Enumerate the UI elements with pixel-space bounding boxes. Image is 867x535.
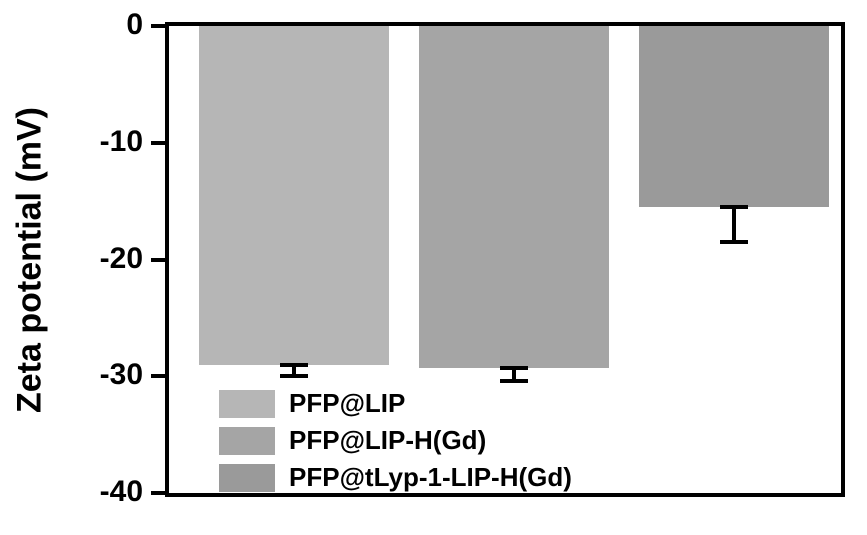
legend: PFP@LIP PFP@LIP-H(Gd) PFP@tLyp-1-LIP-H(Gd) [219,388,572,499]
legend-label: PFP@tLyp-1-LIP-H(Gd) [289,462,572,493]
y-axis-label: Zeta potential (mV) [11,106,50,412]
legend-item: PFP@tLyp-1-LIP-H(Gd) [219,462,572,493]
legend-swatch [219,427,275,455]
legend-item: PFP@LIP [219,388,572,419]
y-tick-mark [151,258,165,262]
bar [419,26,609,368]
bar [639,26,829,207]
y-tick-label: -40 [53,475,143,509]
legend-swatch [219,464,275,492]
bar [199,26,389,365]
y-tick-label: 0 [53,8,143,42]
y-tick-label: -20 [53,242,143,276]
y-tick-mark [151,141,165,145]
y-tick-label: -10 [53,125,143,159]
y-tick-mark [151,374,165,378]
legend-label: PFP@LIP-H(Gd) [289,425,486,456]
legend-item: PFP@LIP-H(Gd) [219,425,572,456]
zeta-potential-chart: Zeta potential (mV) 0 -10 -20 -30 -40 PFP@LI… [0,0,867,535]
legend-label: PFP@LIP [289,388,405,419]
legend-swatch [219,390,275,418]
y-tick-label: -30 [53,358,143,392]
y-tick-mark [151,24,165,28]
y-tick-mark [151,491,165,495]
